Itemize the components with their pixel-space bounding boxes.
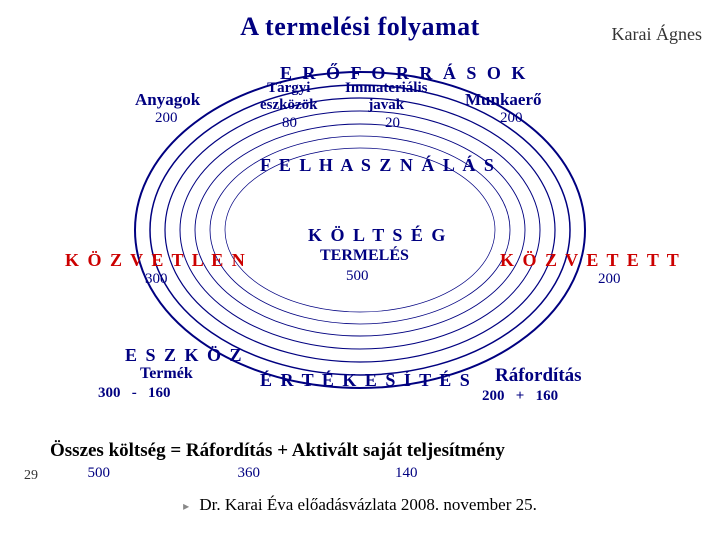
col-anyagok-label: Anyagok <box>135 90 200 110</box>
col-immat-label: Immateriális javak <box>345 80 427 114</box>
col-immat-l1: Immateriális <box>345 80 427 96</box>
heading-kozvetlen: K Ö Z V E T L E N <box>65 250 247 271</box>
heading-kozvetett: K Ö Z V E T E T T <box>500 250 681 271</box>
col-anyagok-value: 200 <box>155 110 178 127</box>
footer-line: ▸ Dr. Karai Éva előadásvázlata 2008. nov… <box>0 495 720 515</box>
termeles-value: 500 <box>346 268 369 285</box>
heading-felhasznalas: F E L H A S Z N Á L Á S <box>260 155 496 176</box>
kozvetett-value: 200 <box>598 271 621 288</box>
eszkoz-expr: 300 - 160 <box>98 385 171 402</box>
slide-number: 29 <box>24 468 38 484</box>
diagram-stage: E R Ő F O R R Á S O K Anyagok 200 Tárgyi… <box>50 55 670 435</box>
heading-eszkoz: E S Z K Ö Z <box>125 345 244 366</box>
author-signature: Karai Ágnes <box>612 24 702 45</box>
col-targyi-value: 80 <box>282 115 297 132</box>
raforditas-left: 200 <box>482 388 505 404</box>
summary-v2: 360 <box>238 465 261 481</box>
col-munkaero-value: 200 <box>500 110 523 127</box>
eszkoz-right: 160 <box>148 385 171 401</box>
raforditas-right: 160 <box>536 388 559 404</box>
eszkoz-op: - <box>132 385 137 401</box>
summary-values: 500 360 140 <box>50 465 670 482</box>
raforditas-op: + <box>516 388 525 404</box>
col-targyi-l2: eszközök <box>260 97 318 113</box>
heading-ertekesites: É R T É K E S Í T É S <box>260 370 472 391</box>
eszkoz-left: 300 <box>98 385 121 401</box>
raforditas-expr: 200 + 160 <box>482 388 558 405</box>
bullet-icon: ▸ <box>183 499 189 513</box>
summary-v1: 500 <box>88 465 111 481</box>
heading-raforditas: Ráfordítás <box>495 365 582 387</box>
heading-termeles: TERMELÉS <box>320 247 409 265</box>
col-immat-value: 20 <box>385 115 400 132</box>
heading-koltseg: K Ö L T S É G <box>308 225 447 246</box>
col-immat-l2: javak <box>368 97 404 113</box>
kozvetlen-value: 300 <box>145 271 168 288</box>
col-munkaero-label: Munkaerő <box>465 90 542 110</box>
summary-equation: Összes költség = Ráfordítás + Aktivált s… <box>50 440 670 462</box>
summary-v3: 140 <box>395 465 418 481</box>
col-targyi-label: Tárgyi eszközök <box>260 80 318 114</box>
col-targyi-l1: Tárgyi <box>267 80 310 96</box>
heading-termek: Termék <box>140 365 193 383</box>
footer-text: Dr. Karai Éva előadásvázlata 2008. novem… <box>199 495 537 514</box>
